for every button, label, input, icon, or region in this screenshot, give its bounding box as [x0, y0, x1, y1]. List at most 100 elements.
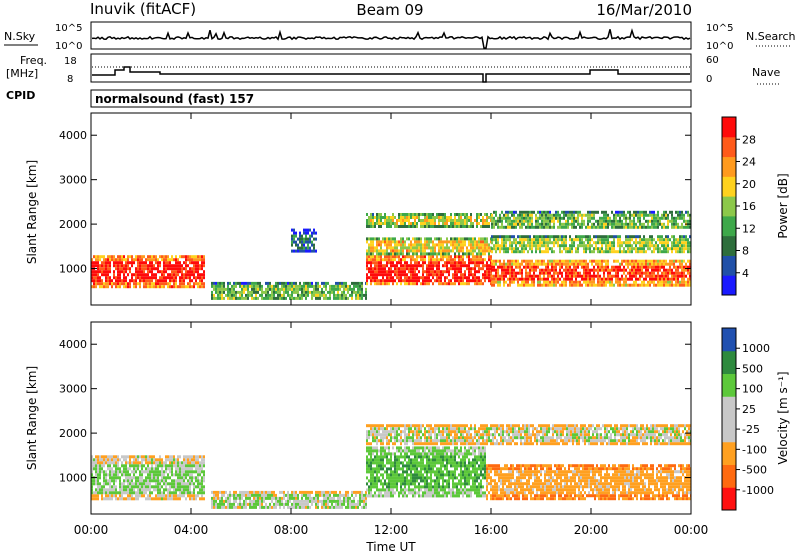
power-cell-6 [529, 268, 531, 272]
power-cell-8 [645, 210, 647, 214]
power-cell-4 [394, 237, 396, 241]
power-cell-0 [157, 270, 159, 274]
velocity-cell-0 [189, 476, 191, 480]
velocity-cell-1 [305, 505, 307, 509]
power-cell-4 [462, 240, 464, 244]
velocity-cell-0 [141, 467, 143, 471]
power-colorbar-label: Power [dB] [776, 173, 790, 238]
power-cell-5 [482, 222, 484, 225]
power-cell-6 [541, 271, 543, 275]
power-cell-5 [464, 216, 466, 219]
velocity-cell-2 [366, 446, 368, 450]
power-cell-1 [347, 296, 349, 300]
power-cell-7 [561, 238, 563, 242]
power-cell-0 [197, 285, 199, 289]
power-cell-7 [639, 250, 641, 254]
power-cell-8 [637, 225, 639, 229]
power-cell-5 [432, 216, 434, 219]
velocity-cell-2 [372, 452, 374, 456]
velocity-cell-0 [135, 476, 137, 480]
power-cell-6 [663, 271, 665, 275]
velocity-cell-0 [97, 473, 99, 477]
power-cell-0 [151, 279, 153, 283]
power-cell-5 [372, 222, 374, 225]
velocity-cell-0 [203, 461, 205, 465]
velocity-cell-1 [357, 505, 359, 509]
velocity-cell-0 [199, 497, 201, 501]
power-cell-4 [448, 249, 450, 253]
velocity-cell-1 [217, 502, 219, 506]
power-cell-8 [509, 222, 511, 226]
velocity-cell-2 [366, 482, 368, 486]
power-cell-6 [501, 262, 503, 266]
power-cell-3 [480, 258, 482, 262]
power-cell-1 [323, 296, 325, 300]
power-cell-3 [404, 276, 406, 280]
power-cell-0 [113, 258, 115, 262]
power-cell-6 [495, 277, 497, 281]
power-cell-6 [627, 262, 629, 266]
power-cell-1 [295, 284, 297, 288]
velocity-cell-1 [261, 496, 263, 500]
power-cell-3 [378, 264, 380, 268]
power-cell-0 [183, 273, 185, 277]
power-cell-7 [621, 250, 623, 254]
power-cell-8 [615, 225, 617, 229]
power-cell-1 [285, 290, 287, 294]
power-cell-6 [523, 259, 525, 263]
power-cell-1 [321, 293, 323, 297]
power-cell-3 [444, 261, 446, 265]
power-cell-1 [299, 293, 301, 297]
velocity-cell-0 [123, 455, 125, 459]
velocity-cell-1 [335, 505, 337, 509]
power-cell-1 [321, 290, 323, 294]
power-cell-4 [430, 240, 432, 244]
power-cell-6 [631, 265, 633, 269]
power-cell-7 [545, 247, 547, 251]
power-cell-5 [398, 216, 400, 219]
velocity-cell-1 [213, 502, 215, 506]
power-cell-7 [613, 235, 615, 239]
power-cell-0 [193, 267, 195, 271]
power-cell-1 [359, 290, 361, 294]
velocity-cell-0 [139, 488, 141, 492]
power-cell-1 [287, 290, 289, 294]
power-cell-8 [491, 216, 493, 220]
velocity-cell-1 [239, 505, 241, 509]
power-cell-3 [472, 261, 474, 265]
power-cell-0 [125, 258, 127, 262]
power-cell-6 [597, 280, 599, 284]
velocity-cell-1 [305, 493, 307, 497]
power-cell-6 [661, 274, 663, 278]
velocity-cell-2 [368, 494, 370, 498]
power-cell-0 [123, 255, 125, 259]
velocity-cell-0 [159, 482, 161, 486]
power-cell-5 [452, 225, 454, 228]
velocity-cell-1 [273, 493, 275, 497]
power-cell-7 [575, 235, 577, 239]
power-cell-6 [587, 280, 589, 284]
velocity-cell-1 [265, 496, 267, 500]
power-cell-6 [565, 265, 567, 269]
power-cell-4 [416, 237, 418, 241]
velocity-cell-0 [187, 482, 189, 486]
power-cell-0 [143, 261, 145, 265]
power-cell-7 [643, 247, 645, 251]
velocity-cell-0 [127, 491, 129, 495]
velocity-cell-1 [259, 505, 261, 509]
velocity-cell-0 [135, 458, 137, 462]
power-cell-4 [426, 240, 428, 244]
power-cell-6 [655, 259, 657, 263]
power-cell-4 [392, 252, 394, 256]
power-cell-3 [414, 273, 416, 277]
power-cell-0 [123, 276, 125, 280]
velocity-cell-1 [343, 499, 345, 503]
power-cell-0 [113, 270, 115, 274]
velocity-cell-1 [235, 490, 237, 494]
velocity-cell-0 [151, 491, 153, 495]
power-cell-6 [627, 271, 629, 275]
power-cell-6 [607, 280, 609, 284]
velocity-cell-1 [271, 505, 273, 509]
power-cell-5 [384, 222, 386, 225]
power-cell-6 [659, 280, 661, 284]
